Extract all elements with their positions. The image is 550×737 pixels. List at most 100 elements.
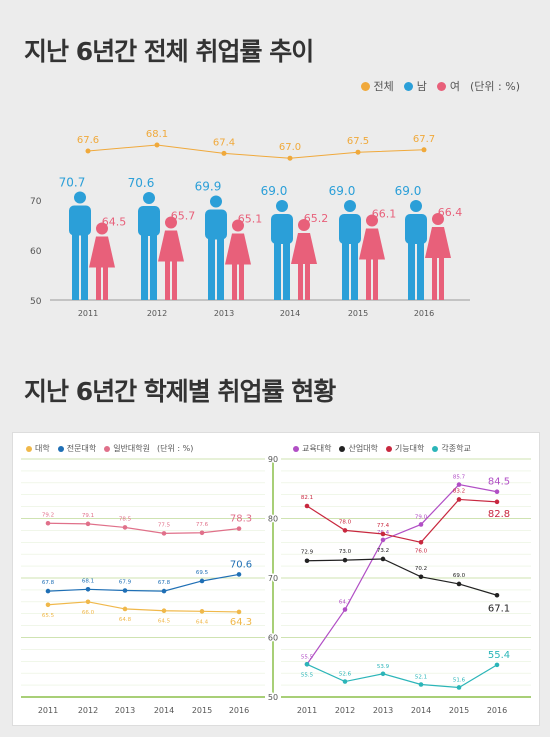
point-college xyxy=(161,588,167,594)
data-label-female: 66.1 xyxy=(372,208,397,221)
x-tick-label: 2015 xyxy=(192,706,212,715)
male-figure-body xyxy=(405,214,427,244)
female-figure-head xyxy=(232,219,244,232)
data-label-female: 66.4 xyxy=(438,206,463,219)
legend-unit-bottom: (단위 : %) xyxy=(157,444,194,453)
x-tick-label: 2013 xyxy=(214,309,234,318)
point-industrial xyxy=(418,574,424,580)
female-figure-dress xyxy=(89,236,115,268)
point-industrial xyxy=(304,558,310,564)
data-label-industrial: 73.2 xyxy=(377,548,389,554)
point-misc xyxy=(342,679,348,684)
data-label-polytechnic: 83.2 xyxy=(453,488,465,494)
female-figure-head xyxy=(96,222,108,235)
point-gradschool xyxy=(85,521,91,527)
data-label-polytechnic: 82.8 xyxy=(488,509,510,520)
legend-dot-edu xyxy=(293,445,299,452)
point-industrial xyxy=(456,581,462,587)
data-label-polytechnic: 76.0 xyxy=(415,548,428,554)
data-label-male: 70.7 xyxy=(59,176,86,190)
data-label-univ: 64.4 xyxy=(196,619,209,625)
point-polytechnic xyxy=(456,497,462,502)
data-label-male: 69.9 xyxy=(195,180,222,194)
school-type-chart-panel: 2011 2012 2013 2014 2015 2016 2011 2012 2013 2014… xyxy=(12,432,540,726)
data-label-univ: 64.3 xyxy=(230,617,252,628)
y-tick-label: 70 xyxy=(268,574,278,583)
female-figure-leg xyxy=(373,259,378,300)
data-label-total: 67.5 xyxy=(347,136,369,147)
x-tick-label: 2011 xyxy=(38,706,58,715)
point-total xyxy=(154,142,160,148)
data-label-gradschool: 79.2 xyxy=(42,512,54,518)
data-label-male: 69.0 xyxy=(261,184,288,198)
male-figure-head xyxy=(210,195,222,208)
data-label-total: 67.0 xyxy=(279,142,301,153)
data-label-edu: 55.5 xyxy=(301,654,314,660)
x-tick-label: 2012 xyxy=(147,309,167,318)
data-label-misc: 52.1 xyxy=(415,675,427,681)
data-label-misc: 55.4 xyxy=(488,650,510,661)
data-label-polytechnic: 82.1 xyxy=(301,495,313,501)
data-label-male: 69.0 xyxy=(395,184,422,198)
x-tick-label: 2014 xyxy=(411,706,431,715)
data-label-college: 67.8 xyxy=(158,580,171,586)
point-industrial xyxy=(494,592,500,598)
y-tick-label: 90 xyxy=(268,455,278,464)
series-line-misc xyxy=(306,663,498,689)
female-figure-dress xyxy=(359,228,385,260)
data-label-industrial: 67.1 xyxy=(488,603,510,614)
series-line-univ xyxy=(47,601,240,613)
point-polytechnic xyxy=(494,499,500,505)
point-gradschool xyxy=(122,525,128,530)
school-type-chart: 2011 2012 2013 2014 2015 2016 2011 2012 2013 2014… xyxy=(21,454,531,715)
data-label-univ: 66.0 xyxy=(82,610,95,616)
point-gradschool xyxy=(199,530,205,536)
x-tick-label: 2016 xyxy=(229,706,249,715)
point-misc xyxy=(494,662,500,668)
data-label-misc: 55.5 xyxy=(301,672,314,678)
data-label-gradschool: 77.5 xyxy=(158,522,171,528)
data-label-misc: 51.6 xyxy=(453,677,466,683)
point-college xyxy=(85,587,91,592)
male-figure-head xyxy=(143,192,155,204)
x-tick-label: 2014 xyxy=(154,706,174,715)
legend-dot-total xyxy=(360,81,370,91)
x-tick-label: 2011 xyxy=(78,309,98,318)
male-figure-body xyxy=(205,209,227,240)
point-edu xyxy=(380,537,386,543)
data-label-female: 65.1 xyxy=(238,213,263,226)
male-figure-body xyxy=(271,214,293,244)
x-tick-label: 2016 xyxy=(414,309,434,318)
legend-label-polytechnic: 기능대학 xyxy=(394,444,425,453)
y-tick-label: 60 xyxy=(268,634,278,643)
data-label-univ: 65.5 xyxy=(42,613,55,619)
point-gradschool xyxy=(161,531,167,536)
series-line-polytechnic xyxy=(306,498,498,543)
female-figure-head xyxy=(366,214,378,227)
x-tick-label: 2012 xyxy=(78,706,98,715)
female-figure-leg xyxy=(103,267,108,300)
female-figure-leg xyxy=(366,259,371,300)
female-figure-dress xyxy=(225,233,251,265)
data-label-gradschool: 79.1 xyxy=(82,513,94,519)
point-univ xyxy=(122,606,128,612)
data-label-college: 70.6 xyxy=(230,559,252,570)
legend-overall: 전체 남 여 (단위 : %) xyxy=(355,78,520,94)
data-label-misc: 52.6 xyxy=(339,672,352,678)
y-tick-label: 70 xyxy=(30,197,42,207)
data-label-industrial: 70.2 xyxy=(415,566,427,572)
female-figure-dress xyxy=(291,233,317,264)
data-label-college: 67.9 xyxy=(119,579,132,585)
data-label-female: 64.5 xyxy=(102,216,127,229)
point-edu xyxy=(418,522,424,527)
male-figure-head xyxy=(410,200,422,212)
legend-label-misc: 각종학교 xyxy=(441,444,471,453)
point-polytechnic xyxy=(304,503,310,509)
male-figure-leg xyxy=(283,241,290,300)
legend-dot-female xyxy=(436,81,446,91)
male-figure-leg xyxy=(217,236,224,300)
data-label-industrial: 72.9 xyxy=(301,550,314,556)
point-edu xyxy=(342,607,348,612)
data-label-univ: 64.5 xyxy=(158,619,171,625)
data-label-industrial: 69.0 xyxy=(453,573,466,579)
